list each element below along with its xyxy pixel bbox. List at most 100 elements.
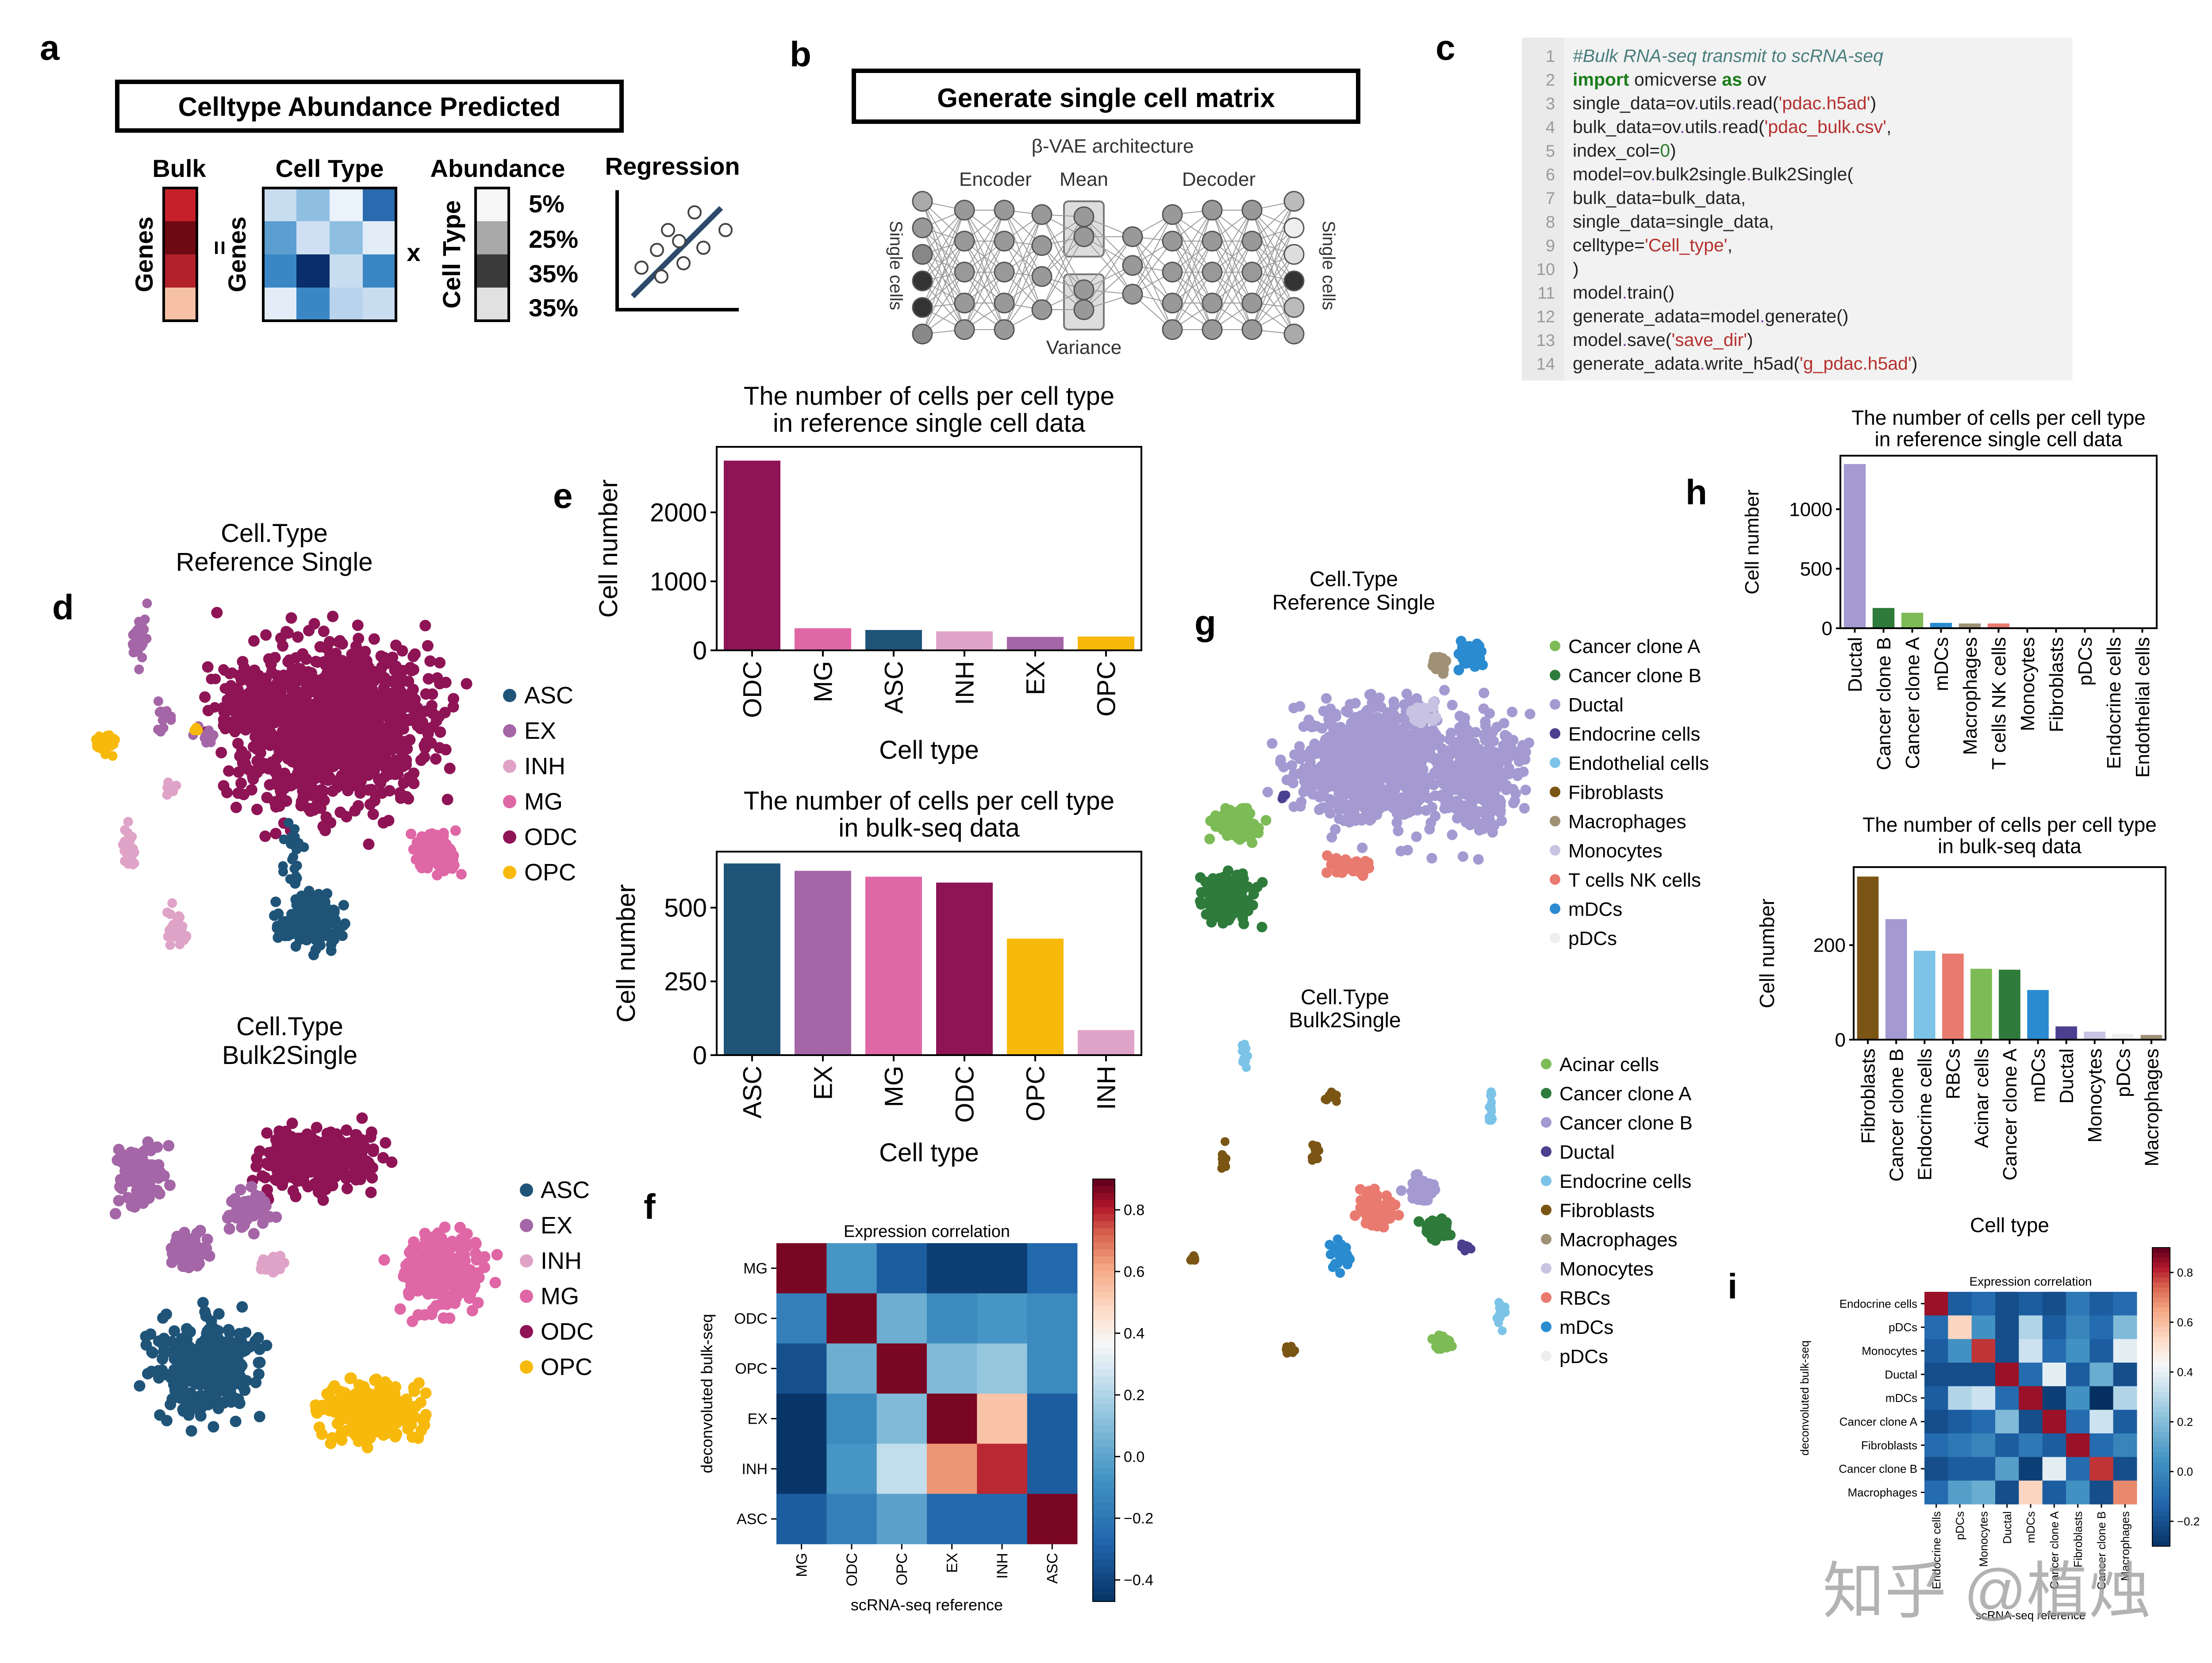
umap-point-ductal <box>1424 775 1435 786</box>
umap-point-ductal <box>1288 768 1299 780</box>
code-token: as <box>1722 69 1742 90</box>
umap-point-opc <box>313 1421 325 1433</box>
umap-point-odc <box>347 713 359 725</box>
umap-point-asc <box>322 888 333 899</box>
umap-point-ductal <box>1346 789 1357 800</box>
umap-point-ductal <box>1348 768 1359 779</box>
umap-g1-title-line2: Reference Single <box>1272 591 1435 615</box>
umap-point-ductal <box>1478 759 1489 770</box>
umap-point-opc <box>316 1399 328 1411</box>
umap-point-tcells <box>1358 868 1369 880</box>
umap-point-ductal <box>1501 784 1512 795</box>
umap-point-asc <box>338 900 349 911</box>
umap-point-odc <box>377 1152 389 1164</box>
umap-point-odc <box>341 1124 353 1136</box>
vae-node <box>1122 226 1143 247</box>
code-token: Bulk2Single( <box>1751 164 1854 184</box>
vae-node <box>954 200 975 221</box>
code-line-number: 7 <box>1546 189 1555 208</box>
umap-point-ex <box>180 1237 192 1249</box>
umap-point-asc <box>207 1421 219 1433</box>
decoder-label: Decoder <box>1182 169 1256 190</box>
vae-edge <box>922 210 965 281</box>
umap-point-mdcs <box>1471 654 1482 665</box>
vae-node <box>954 261 975 283</box>
umap-point-odc <box>326 761 338 773</box>
umap-point-ductal <box>1367 801 1379 812</box>
umap-point-ex <box>270 1211 282 1223</box>
legend-marker <box>503 795 516 808</box>
umap-point-opc <box>102 730 112 741</box>
umap-point-ductal <box>1480 806 1491 817</box>
umap-point-asc <box>224 1327 236 1339</box>
umap-point-ductal <box>1329 759 1340 770</box>
umap-point-ductal <box>1367 749 1378 760</box>
umap-point-cancer-clone-b <box>1205 890 1216 901</box>
umap-point-ductal <box>1520 784 1531 795</box>
umap-point-odc <box>326 1179 338 1191</box>
umap-point-ductal <box>1366 814 1377 825</box>
vae-edge <box>1004 245 1042 330</box>
legend-label: EX <box>541 1212 572 1239</box>
umap-point-ductal <box>1479 687 1490 699</box>
umap-point-opc <box>336 1434 348 1446</box>
code-token: . <box>1622 282 1627 303</box>
umap-point-ex <box>157 707 167 717</box>
code-line: generate_adata.write_h5ad('g_pdac.h5ad') <box>1573 353 1917 374</box>
vae-node <box>1031 204 1052 225</box>
umap-point-tcells <box>1326 859 1337 870</box>
umap-point-odc <box>248 664 259 676</box>
code-line-number: 3 <box>1546 95 1555 113</box>
code-line-number: 5 <box>1546 142 1555 161</box>
umap-point-ductal <box>1311 721 1322 732</box>
legend-label: ASC <box>541 1177 590 1203</box>
umap-point-asc <box>290 941 301 952</box>
umap-point-ductal <box>1330 824 1341 835</box>
umap-point-asc <box>218 1356 230 1368</box>
umap-point-asc <box>311 894 322 905</box>
code-token: save( <box>1627 330 1672 350</box>
umap-point-odc <box>400 740 412 752</box>
umap-point-odc <box>261 1184 273 1196</box>
code-line-number: 11 <box>1538 284 1555 303</box>
umap-point-mg <box>400 1270 412 1282</box>
umap-point-mg <box>467 1275 479 1287</box>
code-line: index_col=0) <box>1573 140 1676 161</box>
code-line-number: 9 <box>1546 237 1555 255</box>
umap-point-asc <box>299 842 309 852</box>
umap-point-mg <box>406 829 417 840</box>
vae-edge <box>1083 236 1133 310</box>
umap-point-odc <box>259 830 271 842</box>
umap-point-odc <box>247 741 259 753</box>
umap-point-opc <box>420 1387 432 1399</box>
vae-edge <box>1083 265 1133 310</box>
code-token: 'Cell_type' <box>1645 235 1728 255</box>
umap-point-ductal <box>1410 752 1421 763</box>
code-token: read( <box>1736 93 1779 113</box>
umap-point-ductal <box>1397 755 1408 766</box>
umap-point-odc <box>307 1156 319 1168</box>
umap-point-odc <box>369 749 381 760</box>
umap-point-inh <box>128 860 138 870</box>
umap-d2-title-line1: Cell.Type <box>236 1012 343 1041</box>
umap-point-odc <box>448 693 460 705</box>
vae-edge <box>1252 201 1294 273</box>
code-token: train() <box>1627 282 1674 303</box>
umap-point-odc <box>271 1163 283 1175</box>
vae-node <box>1073 226 1094 247</box>
vae-node <box>1241 200 1263 221</box>
umap-point-mdcs <box>1461 644 1472 655</box>
umap-point-odc <box>303 757 315 768</box>
umap-point-asc <box>171 1372 183 1384</box>
umap-bulk2single <box>109 1112 503 1454</box>
umap-point-mg <box>433 1287 445 1299</box>
umap-point-ductal <box>1486 817 1497 828</box>
vae-edge <box>922 254 965 303</box>
umap-point-odc <box>347 658 359 670</box>
vae-node <box>1031 266 1052 287</box>
umap-point-asc <box>140 1330 152 1342</box>
umap-point-ductal <box>1325 703 1336 714</box>
umap-point-mg <box>434 861 445 872</box>
umap-point-ductal <box>1444 751 1455 762</box>
umap-point-odc <box>419 705 431 717</box>
